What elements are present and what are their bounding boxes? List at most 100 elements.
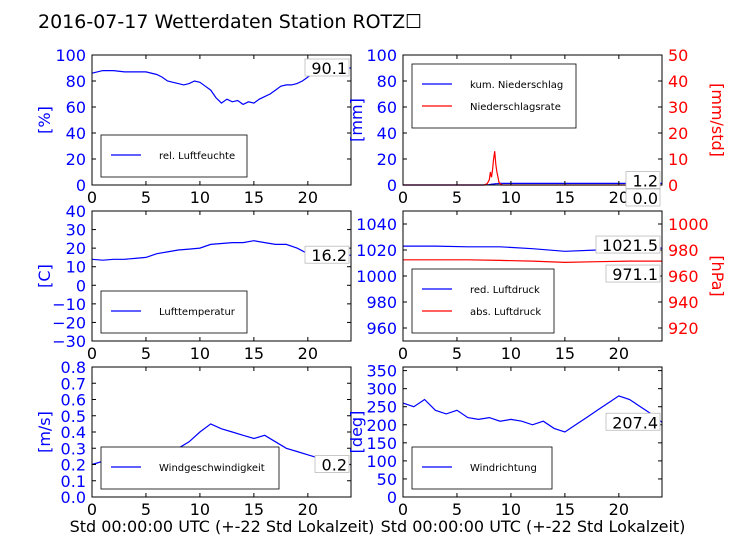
y-axis-label: [%] xyxy=(35,106,54,134)
legend-label: red. Luftdruck xyxy=(470,285,540,296)
y-tick-label: 980 xyxy=(366,293,397,312)
legend: Windgeschwindigkeit xyxy=(100,446,280,490)
x-tick-label: 0 xyxy=(398,344,408,363)
x-tick-label: 20 xyxy=(298,188,318,207)
legend: Lufttemperatur xyxy=(100,290,248,334)
y-tick-label: 0.8 xyxy=(61,358,86,377)
y-tick-label-right: 940 xyxy=(668,293,699,312)
x-tick-label: 15 xyxy=(244,188,264,207)
y-tick-label: 40 xyxy=(377,124,397,143)
legend-box xyxy=(100,134,248,178)
value-label: 0.0 xyxy=(633,189,658,208)
value-label-box xyxy=(595,235,661,254)
x-tick-label: 0 xyxy=(87,500,97,519)
y-tick-label-right: 20 xyxy=(668,124,688,143)
series-line-4-2 xyxy=(403,259,662,264)
y-tick-label: 40 xyxy=(66,202,86,221)
y-tick-label-right: 40 xyxy=(668,72,688,91)
y-tick-label: −10 xyxy=(52,295,86,314)
value-label: 0.2 xyxy=(322,456,347,475)
legend-label: rel. Luftfeuchte xyxy=(159,151,235,162)
value-label-box xyxy=(314,455,350,473)
y-tick-label: 60 xyxy=(66,98,86,117)
y-tick-label-right: 50 xyxy=(668,46,688,65)
y-axis-label: [mm] xyxy=(347,98,366,142)
x-tick-label: 0 xyxy=(398,188,408,207)
y-tick-label: 100 xyxy=(366,46,397,65)
y-tick-label: 300 xyxy=(366,380,397,399)
x-axis-label-left: Std 00:00:00 UTC (+-22 Std Lokalzeit) xyxy=(70,517,375,536)
figure-title: 2016-07-17 Wetterdaten Station ROTZ☐ xyxy=(38,11,422,33)
y-tick-label: 80 xyxy=(377,72,397,91)
y-tick-label: 50 xyxy=(377,470,397,489)
value-label: 16.2 xyxy=(311,246,347,265)
x-tick-label: 5 xyxy=(141,500,151,519)
x-tick-label: 15 xyxy=(555,344,575,363)
legend: kum. Niederschlag Niederschlagsrate xyxy=(411,63,577,129)
y-tick-label-right: 1000 xyxy=(668,215,709,234)
legend-label: kum. Niederschlag xyxy=(470,80,563,91)
legend-label: Windgeschwindigkeit xyxy=(159,463,265,474)
x-tick-label: 5 xyxy=(452,188,462,207)
legend: red. Luftdruck abs. Luftdruck xyxy=(411,268,555,334)
y-axis-label-right: [mm/std] xyxy=(708,83,727,157)
x-tick-label: 20 xyxy=(609,188,629,207)
x-axis-label-right: Std 00:00:00 UTC (+-22 Std Lokalzeit) xyxy=(381,517,686,536)
chart-panel-5: 0 5 10 15 200.00.10.20.30.40.50.60.70.8[m/s]… xyxy=(35,358,352,519)
y-tick-label: 1040 xyxy=(356,215,397,234)
y-tick-label: 80 xyxy=(66,72,86,91)
y-tick-label: 20 xyxy=(66,239,86,258)
value-label-box xyxy=(605,412,661,431)
legend-label: abs. Luftdruck xyxy=(470,307,541,318)
x-tick-label: 10 xyxy=(501,344,521,363)
legend-label: Niederschlagsrate xyxy=(470,102,561,113)
value-label: 90.1 xyxy=(311,59,347,78)
value-label-box xyxy=(304,58,350,77)
plot-frame xyxy=(402,54,663,186)
y-tick-label: 0 xyxy=(387,488,397,507)
x-tick-label: 5 xyxy=(452,344,462,363)
y-tick-label: 0 xyxy=(76,176,86,195)
plot-frame xyxy=(91,54,352,186)
x-tick-label: 5 xyxy=(141,344,151,363)
y-tick-label-right: 960 xyxy=(668,267,699,286)
y-tick-label: 100 xyxy=(55,46,86,65)
legend: rel. Luftfeuchte xyxy=(100,134,248,178)
x-tick-label: 20 xyxy=(298,344,318,363)
x-tick-label: 10 xyxy=(190,344,210,363)
plot-frame xyxy=(91,210,352,342)
y-tick-label-right: 30 xyxy=(668,98,688,117)
legend-label: Lufttemperatur xyxy=(159,307,236,318)
chart-panel-4: 0 5 10 15 20 960 980 1000 1020 1040 920 940 960 980 10… xyxy=(356,210,727,363)
x-tick-label: 0 xyxy=(398,500,408,519)
y-tick-label: 0.7 xyxy=(61,374,86,393)
legend-box xyxy=(411,268,555,334)
value-label: 971.1 xyxy=(612,265,658,284)
y-axis-label: [C] xyxy=(35,264,54,288)
y-tick-label-right: 0 xyxy=(668,176,678,195)
series-line-2-2 xyxy=(403,151,662,186)
series-line-6-1 xyxy=(402,395,663,433)
x-tick-label: 10 xyxy=(190,188,210,207)
y-tick-label: 1000 xyxy=(356,267,397,286)
y-tick-label: 0.6 xyxy=(61,391,86,410)
x-tick-label: 20 xyxy=(609,344,629,363)
x-tick-label: 5 xyxy=(452,500,462,519)
y-tick-label: 20 xyxy=(66,150,86,169)
series-line-1-1 xyxy=(91,67,351,106)
y-tick-label: 1020 xyxy=(356,241,397,260)
value-label-box xyxy=(605,264,661,283)
x-tick-label: 0 xyxy=(87,344,97,363)
y-tick-label: −20 xyxy=(52,313,86,332)
x-tick-label: 10 xyxy=(501,188,521,207)
value-label-box xyxy=(625,171,661,189)
y-tick-label: 960 xyxy=(366,319,397,338)
x-tick-label: 10 xyxy=(190,500,210,519)
value-label-box xyxy=(625,188,661,207)
y-axis-label-right: [hPa] xyxy=(708,255,727,296)
y-tick-label: 0 xyxy=(76,276,86,295)
legend-box xyxy=(411,63,577,129)
